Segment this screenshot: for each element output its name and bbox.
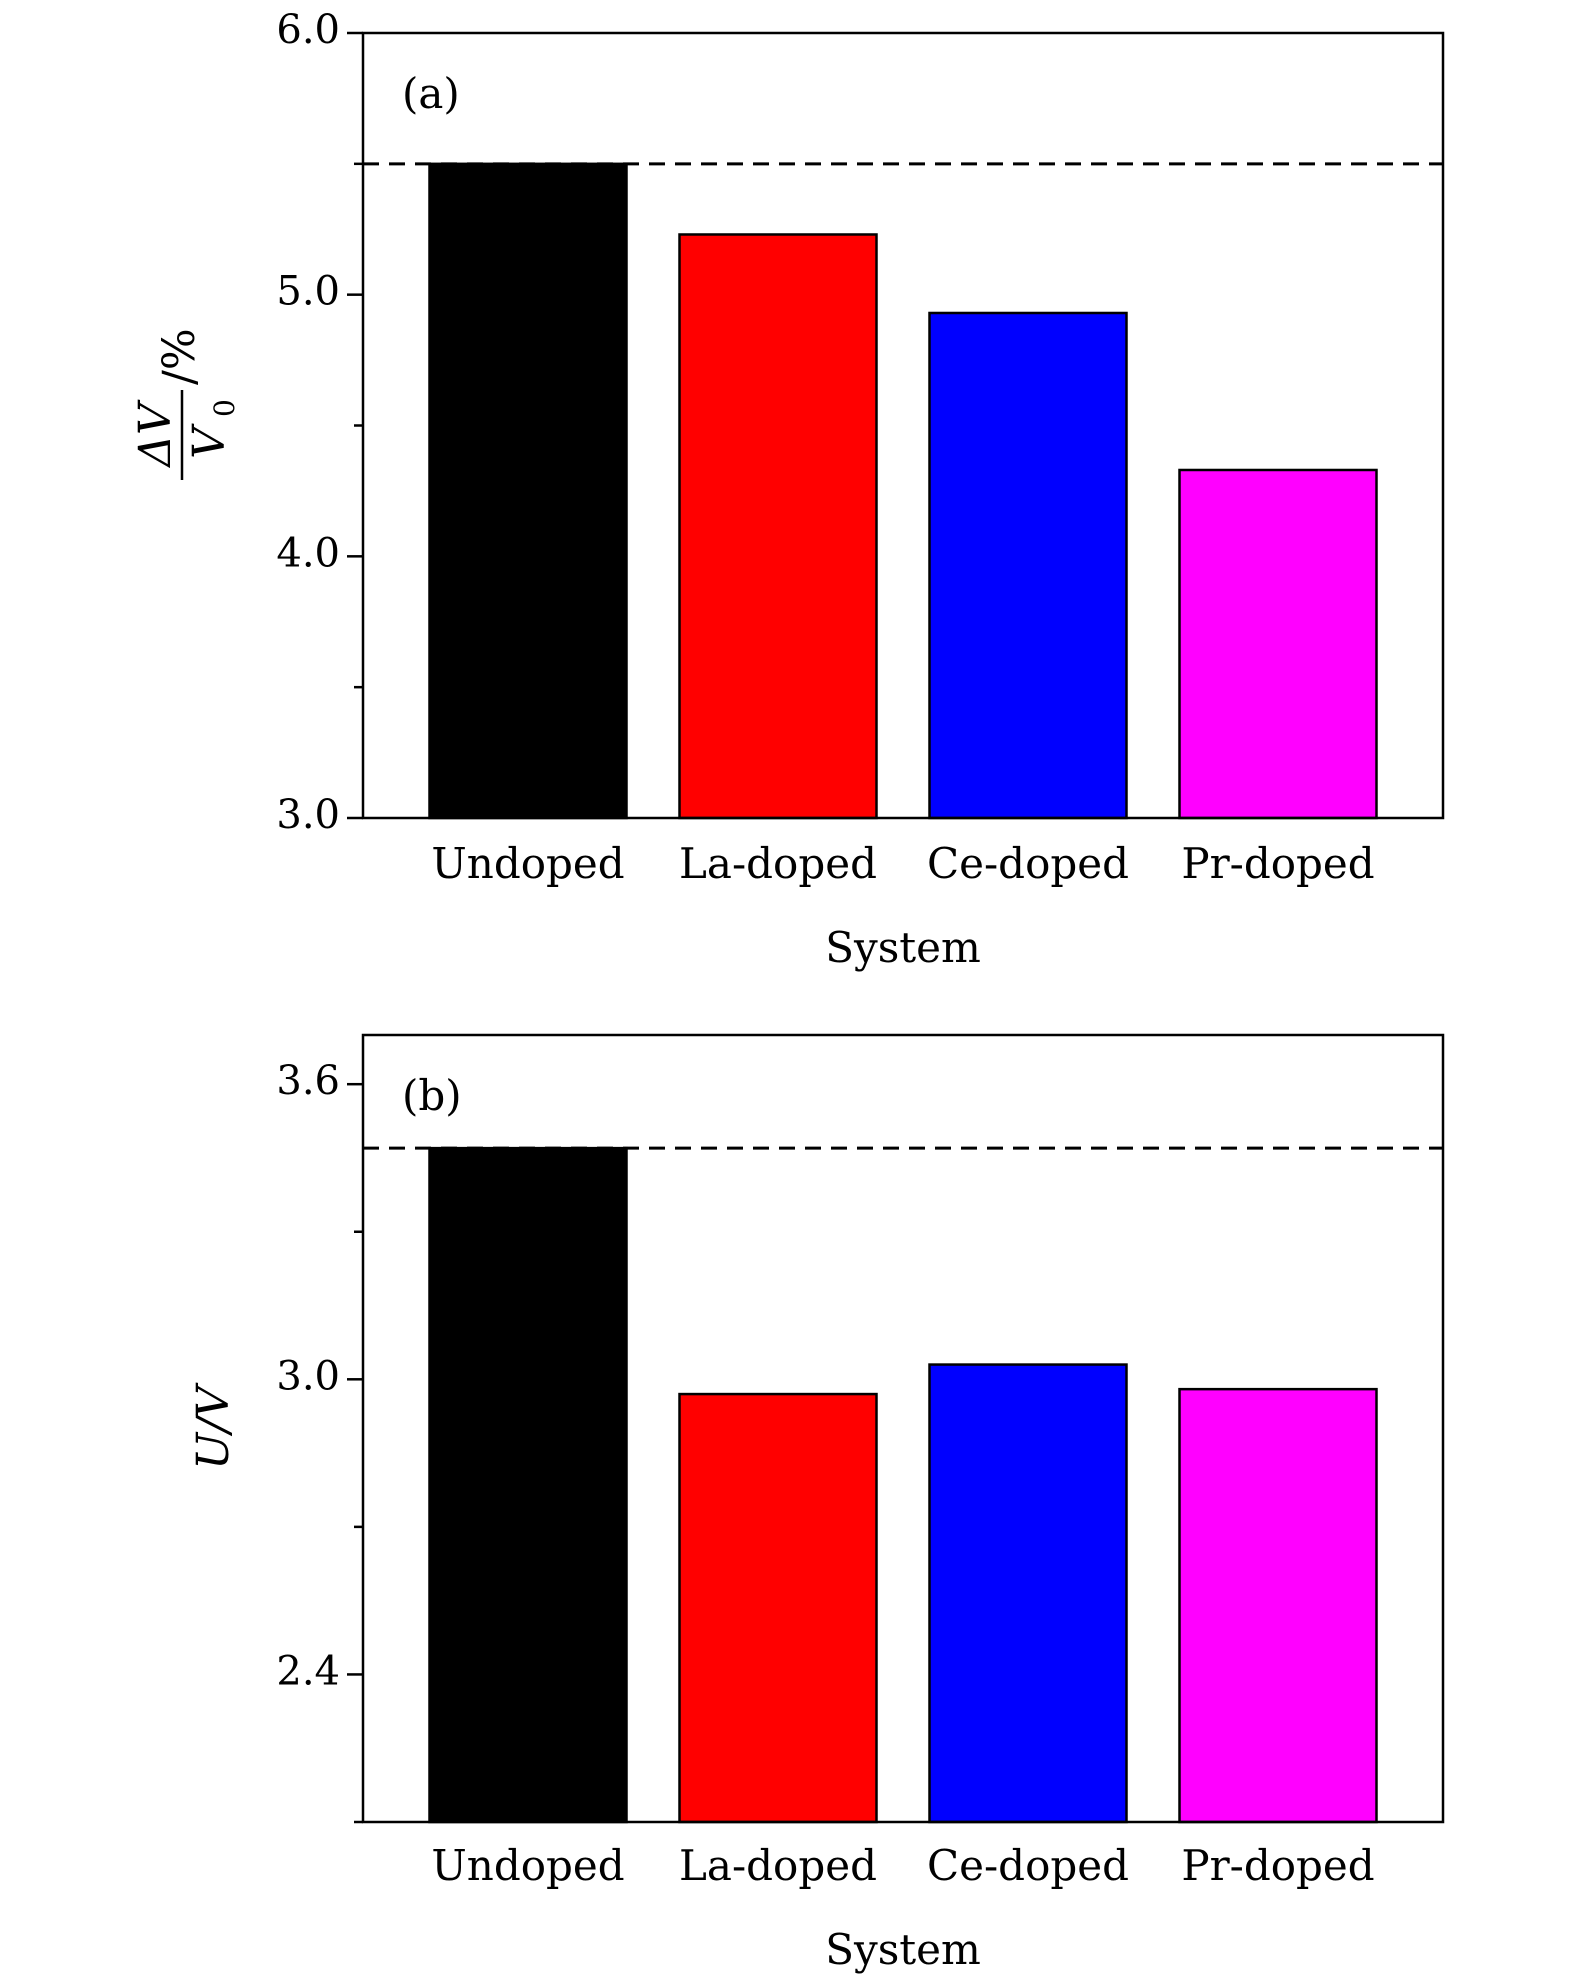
y-tick-label-b-1: 3.0 [276, 1353, 340, 1399]
y-tick-label-b-0: 2.4 [276, 1648, 340, 1694]
bar-b-undoped [428, 1146, 628, 1824]
plot-frame-b [361, 1033, 1445, 1824]
bar-b-la-doped [678, 1392, 878, 1824]
bars-b [428, 1146, 1378, 1824]
y-label-subscript-a: 0 [208, 399, 241, 417]
x-tick-labels-b: Undoped La-doped Ce-doped Pr-doped [431, 1841, 1374, 1890]
y-axis-label-b: U/V [188, 1382, 239, 1470]
y-tick-label-b-2: 3.6 [276, 1058, 340, 1104]
y-tick-label-a-3: 6.0 [276, 7, 340, 53]
y-tick-label-a-2: 5.0 [276, 269, 340, 315]
y-ticks-a [347, 31, 363, 820]
x-tick-labels-a: Undoped La-doped Ce-doped Pr-doped [431, 839, 1374, 888]
bar-b-pr-doped [1178, 1387, 1378, 1824]
y-tick-label-a-0: 3.0 [276, 792, 340, 838]
bar-a-undoped [428, 162, 628, 820]
x-tick-label-b-1: La-doped [679, 1841, 877, 1890]
x-tick-label-b-0: Undoped [431, 1841, 624, 1890]
bar-a-la-doped [678, 233, 878, 820]
panel-label-a: (a) [402, 69, 460, 118]
y-axis-label-a: ΔV V 0 /% [130, 328, 241, 480]
x-tick-label-a-0: Undoped [431, 839, 624, 888]
y-label-suffix-a: /% [154, 328, 205, 385]
bar-a-ce-doped [928, 311, 1128, 820]
x-tick-label-a-3: Pr-doped [1181, 839, 1374, 888]
y-label-numerator-a: ΔV [130, 399, 181, 469]
y-tick-labels-b: 2.4 3.0 3.6 [276, 1058, 340, 1694]
chart-panel-b: 2.4 3.0 3.6 Undoped La-doped Ce-doped Pr… [188, 1033, 1445, 1974]
y-ticks-b [347, 1082, 363, 1824]
bar-b-ce-doped [928, 1363, 1128, 1824]
x-axis-label-b: System [825, 1925, 981, 1974]
y-label-denominator-a: V [184, 423, 235, 459]
y-tick-labels-a: 3.0 4.0 5.0 6.0 [276, 7, 340, 838]
bars-a [428, 162, 1378, 820]
x-axis-label-a: System [825, 923, 981, 972]
x-tick-label-a-1: La-doped [679, 839, 877, 888]
x-tick-label-a-2: Ce-doped [927, 839, 1129, 888]
x-tick-label-b-3: Pr-doped [1181, 1841, 1374, 1890]
bar-a-pr-doped [1178, 468, 1378, 820]
chart-panel-a: 3.0 4.0 5.0 6.0 Undoped La-doped Ce-dope… [130, 7, 1445, 972]
y-tick-label-a-1: 4.0 [276, 530, 340, 576]
panel-label-b: (b) [402, 1071, 462, 1120]
x-tick-label-b-2: Ce-doped [927, 1841, 1129, 1890]
